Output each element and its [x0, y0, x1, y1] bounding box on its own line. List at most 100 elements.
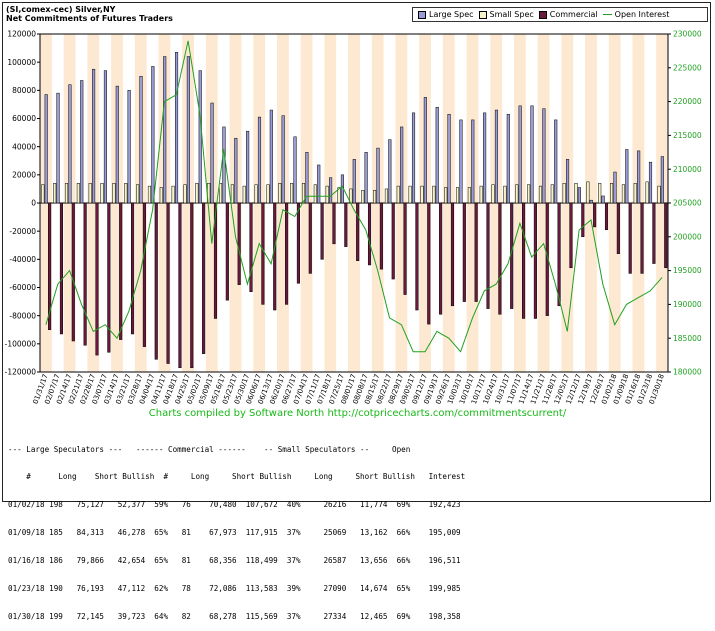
bar-small-spec	[76, 183, 80, 204]
bar-commercial	[474, 202, 478, 302]
chart-title-line-2: Net Commitments of Futures Traders	[6, 14, 173, 23]
bar-small-spec	[574, 183, 578, 204]
small-spec-swatch	[478, 10, 487, 19]
legend-label-open-interest: Open Interest	[614, 10, 670, 19]
chart-title-line-1: (SI,comex-cec) Silver,NY	[6, 5, 116, 14]
bar-small-spec	[88, 183, 92, 204]
y-left-tick-label: 80000	[12, 86, 36, 95]
y-left-tick-label: -40000	[9, 255, 36, 264]
bar-small-spec	[301, 183, 306, 204]
y-left-tick-label: -100000	[5, 339, 37, 348]
bar-commercial	[59, 202, 63, 335]
bar-small-spec	[396, 185, 400, 204]
bar-commercial	[107, 202, 111, 353]
cot-stats-table: --- Large Speculators --- ------ Commerc…	[8, 426, 465, 631]
y-right-tick-label: 200000	[673, 232, 702, 241]
legend-item-small-spec: Small Spec	[478, 10, 534, 19]
bar-small-spec	[171, 185, 175, 204]
y-right-tick-label: 180000	[673, 368, 702, 377]
bar-large-spec	[293, 136, 297, 204]
bar-small-spec	[41, 184, 45, 204]
bar-small-spec	[657, 185, 661, 204]
bar-commercial	[439, 202, 443, 315]
y-left-tick-label: 120000	[7, 30, 36, 39]
bar-commercial	[616, 202, 620, 254]
bar-large-spec	[660, 156, 664, 204]
y-right-tick-label: 220000	[673, 97, 702, 106]
bar-large-spec	[364, 152, 368, 204]
bar-large-spec	[601, 195, 605, 204]
y-left-tick-label: 100000	[7, 58, 36, 67]
bar-commercial	[415, 202, 419, 311]
bar-large-spec	[518, 105, 522, 204]
bar-small-spec	[408, 185, 412, 204]
large-spec-swatch	[418, 10, 426, 19]
bar-small-spec	[218, 183, 223, 204]
bar-small-spec	[195, 183, 199, 204]
bar-small-spec	[527, 184, 531, 204]
bar-large-spec	[435, 106, 439, 204]
chart-title: (SI,comex-cec) Silver,NY Net Commitments…	[6, 5, 173, 23]
bar-large-spec	[103, 70, 107, 204]
bar-large-spec	[174, 52, 179, 204]
bar-commercial	[95, 202, 99, 356]
bar-commercial	[604, 202, 609, 231]
bar-small-spec	[621, 184, 625, 204]
legend-label-small-spec: Small Spec	[489, 10, 534, 19]
bar-large-spec	[506, 114, 510, 204]
bar-commercial	[154, 202, 158, 360]
bar-large-spec	[376, 147, 380, 204]
bar-commercial	[533, 202, 537, 319]
bar-commercial	[664, 202, 668, 269]
bar-small-spec	[112, 183, 116, 204]
bar-small-spec	[455, 187, 460, 204]
bar-small-spec	[384, 188, 388, 204]
legend-item-large-spec: Large Spec	[418, 10, 474, 19]
bar-small-spec	[313, 184, 317, 204]
open-interest-line-swatch	[602, 14, 612, 15]
y-left-tick-label: -120000	[5, 368, 37, 377]
bar-commercial	[569, 202, 573, 269]
y-left-tick-label: -60000	[9, 283, 36, 292]
legend-label-commercial: Commercial	[549, 10, 598, 19]
bar-large-spec	[127, 90, 131, 204]
y-right-tick-label: 225000	[673, 63, 702, 72]
y-left-tick-label: -20000	[9, 227, 36, 236]
y-right-tick-label: 205000	[673, 199, 702, 208]
chart-credit[interactable]: Charts compiled by Software North http:/…	[148, 408, 567, 419]
bar-small-spec	[266, 184, 270, 204]
bar-small-spec	[53, 183, 57, 204]
bar-commercial	[166, 202, 170, 364]
y-right-tick-label: 190000	[673, 300, 702, 309]
y-left-tick-label: 0	[31, 199, 36, 208]
bar-large-spec	[411, 112, 416, 204]
bar-large-spec	[494, 109, 499, 204]
bar-commercial	[581, 202, 585, 238]
bar-commercial	[486, 202, 490, 309]
bar-small-spec	[100, 183, 104, 204]
y-right-tick-label: 185000	[673, 334, 702, 343]
bar-small-spec	[515, 184, 519, 204]
bar-commercial	[450, 202, 455, 307]
bar-commercial	[261, 202, 265, 305]
y-right-tick-label: 195000	[673, 266, 702, 275]
y-left-tick-label: 20000	[12, 170, 36, 179]
bar-large-spec	[637, 150, 641, 204]
bar-commercial	[522, 202, 526, 319]
y-left-tick-label: 60000	[12, 114, 36, 123]
bar-commercial	[593, 202, 597, 228]
bar-commercial	[427, 202, 431, 325]
stats-row: 01/16/18 186 79,866 42,654 65% 81 68,356…	[8, 556, 461, 566]
commercial-swatch	[538, 10, 547, 19]
bar-small-spec	[586, 181, 590, 204]
bar-commercial	[391, 202, 395, 280]
y-right-tick-label: 210000	[673, 165, 702, 174]
bar-large-spec	[530, 105, 534, 204]
bar-small-spec	[147, 185, 151, 204]
y-left-tick-label: -80000	[9, 311, 36, 320]
bar-small-spec	[645, 181, 649, 204]
bar-small-spec	[325, 185, 329, 204]
legend-label-large-spec: Large Spec	[429, 10, 474, 19]
bar-commercial	[379, 202, 383, 270]
bar-large-spec	[566, 159, 570, 204]
